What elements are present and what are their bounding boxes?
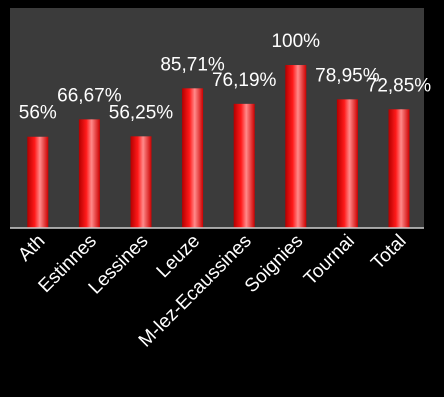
bar-tournai <box>336 99 358 228</box>
bars-group <box>27 65 410 228</box>
bar-soignies <box>285 65 307 228</box>
data-label: 85,71% <box>160 54 225 75</box>
x-tick-label: Soignies <box>241 231 307 297</box>
data-label: 66,67% <box>57 85 122 106</box>
data-label: 100% <box>271 31 320 52</box>
bar-ath <box>27 136 49 228</box>
data-label: 76,19% <box>212 70 277 91</box>
x-tick-label: Total <box>367 231 410 274</box>
bar-m-lez-ecaussines <box>233 103 255 228</box>
data-label: 72,85% <box>367 75 432 96</box>
bar-lessines <box>130 136 152 228</box>
x-tick-label: Tournai <box>300 231 359 290</box>
plot-area <box>10 8 424 228</box>
bar-total <box>388 109 410 228</box>
data-label: 56,25% <box>109 102 174 123</box>
data-labels-group: 56%66,67%56,25% 85,71%76,19% 100% 78,95%72,… <box>19 31 432 124</box>
data-label: 56% <box>19 103 57 124</box>
x-tick-label: Ath <box>14 231 49 266</box>
bar-estinnes <box>78 119 100 228</box>
bar-leuze <box>182 88 204 228</box>
data-label: 78,95% <box>315 65 380 86</box>
